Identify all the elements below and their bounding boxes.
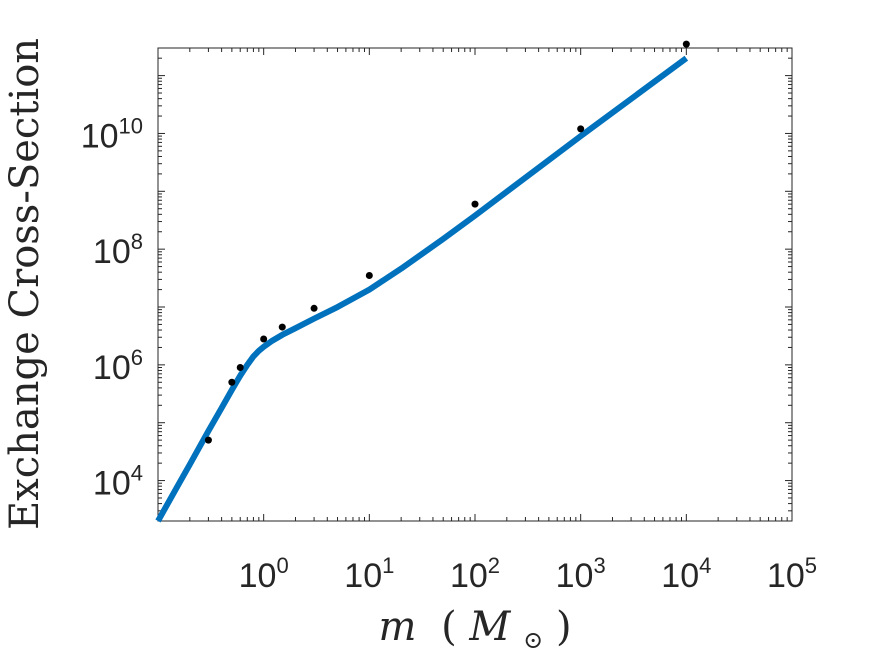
data-point [682,40,690,48]
x-tick-label: 104 [661,553,711,595]
x-tick-labels: 100 101 102 103 104 105 [239,553,817,595]
data-point [278,323,286,331]
x-axis-title-close: ) [556,604,572,650]
x-tick-label: 105 [767,553,817,595]
data-point [228,378,236,386]
y-tick-label: 108 [93,229,143,271]
x-axis-title-open: ( [441,604,457,650]
data-point [577,125,585,133]
x-tick-label: 100 [239,553,289,595]
fit-curve-line [155,55,689,523]
y-tick-label: 1010 [81,113,143,155]
x-axis-title-unit: M [468,604,511,650]
plot-area [155,40,793,523]
series-layer [155,40,690,523]
data-point [204,436,212,444]
major-ticks [157,48,793,521]
minor-ticks [158,47,792,522]
y-tick-label: 104 [93,461,143,503]
data-point [310,304,318,312]
data-point [236,364,244,372]
x-axis-title-sub: ⊙ [523,626,543,654]
y-axis-title: Exchange Cross-Section [2,38,48,530]
data-point [260,335,268,343]
x-tick-label: 102 [450,553,500,595]
x-tick-label: 101 [344,553,394,595]
x-tick-label: 103 [556,553,606,595]
y-tick-labels: 104 106 108 1010 [81,113,143,502]
axes-box [157,47,793,522]
data-point [471,200,479,208]
y-tick-label: 106 [93,345,143,387]
x-axis-title-var: m [378,604,416,650]
x-axis-title: m ( M ⊙ ) [378,604,571,656]
data-point [365,272,373,280]
